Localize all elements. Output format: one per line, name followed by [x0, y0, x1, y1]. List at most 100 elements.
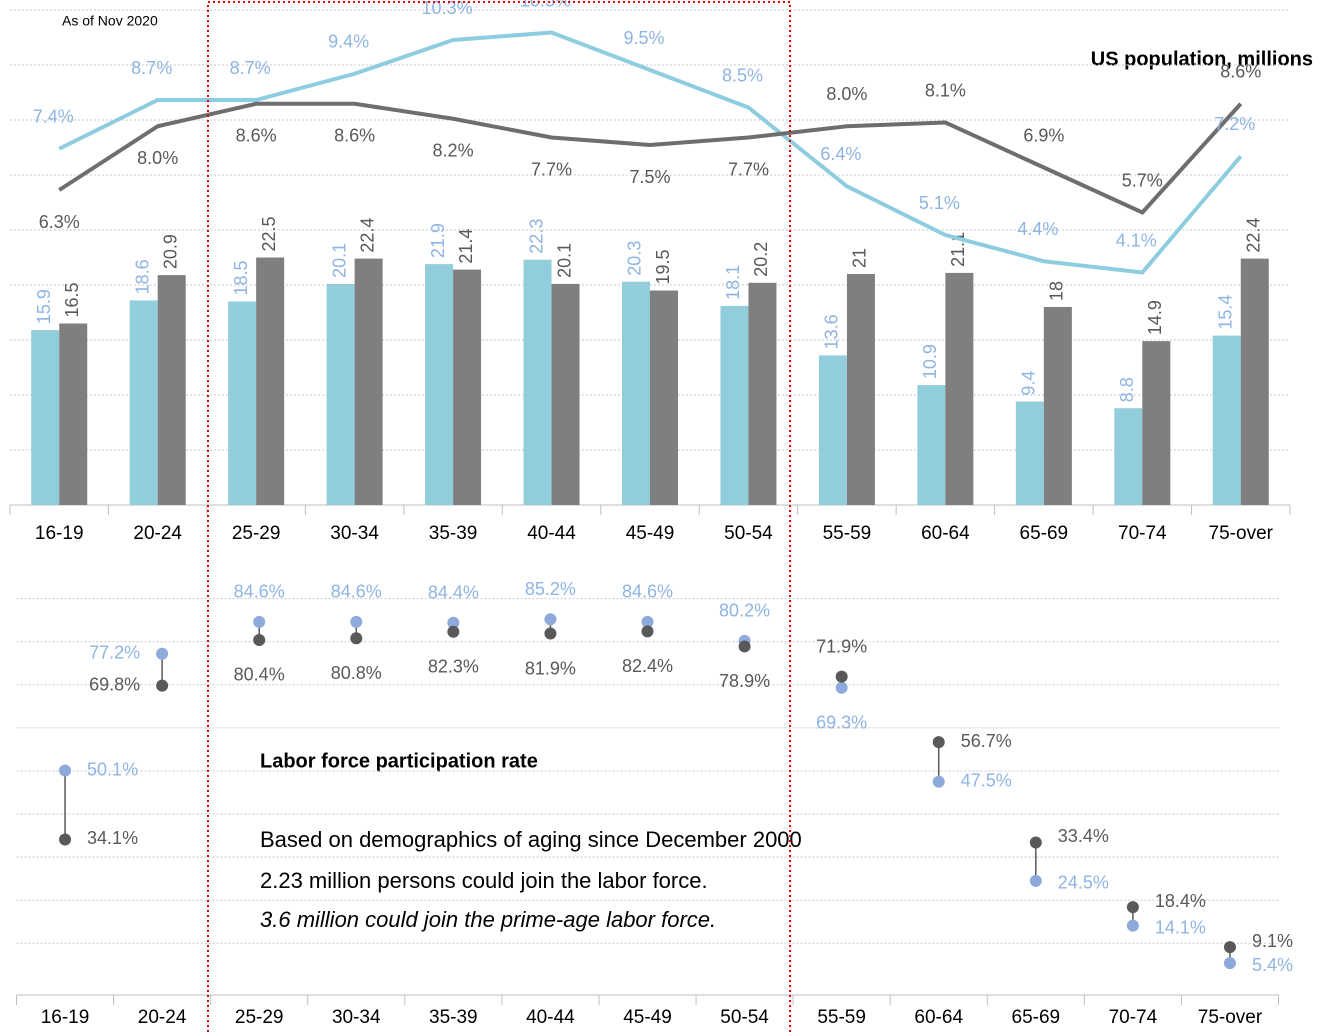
x-tick-label: 40-44: [526, 1007, 575, 1028]
bar: [129, 300, 158, 505]
line-value-label: 8.0%: [137, 148, 178, 168]
bar-value-label: 9.4: [1019, 371, 1039, 396]
bar-value-label: 15.4: [1216, 295, 1236, 330]
dot: [835, 670, 848, 683]
x-tick-label: 30-34: [332, 1007, 381, 1028]
line-value-label: 10.5%: [520, 0, 571, 10]
bar-value-label: 22.4: [1244, 218, 1264, 253]
dot-value-label: 69.8%: [89, 674, 140, 694]
dot-value-label: 47.5%: [961, 770, 1012, 790]
line-value-label: 6.9%: [1023, 125, 1064, 145]
dot-value-label: 82.4%: [622, 656, 673, 676]
line: [58, 30, 1243, 275]
dot-value-label: 24.5%: [1058, 873, 1109, 893]
dot: [253, 633, 266, 646]
bar-value-label: 18.6: [132, 259, 152, 294]
x-tick-label: 50-54: [724, 523, 773, 544]
bar-value-label: 20.3: [625, 241, 645, 276]
chart-title: Labor force participation rate: [260, 750, 538, 772]
line-value-label: 8.0%: [826, 84, 867, 104]
dot-value-label: 69.3%: [816, 713, 867, 733]
dot: [544, 627, 557, 640]
x-tick-label: 70-74: [1109, 1007, 1158, 1028]
x-tick-label: 50-54: [720, 1007, 769, 1028]
dot: [59, 833, 72, 846]
bar-value-label: 22.4: [357, 218, 377, 253]
dot: [1223, 957, 1236, 970]
bar: [650, 290, 678, 505]
line-value-label: 4.1%: [1116, 230, 1157, 250]
note: Based on demographics of aging since Dec…: [260, 827, 802, 852]
bar-value-label: 20.1: [554, 243, 574, 278]
bar: [228, 301, 257, 505]
line-value-label: 5.7%: [1122, 170, 1163, 190]
line-value-label: 8.6%: [236, 126, 277, 146]
bar: [453, 269, 482, 505]
chart-title: US population, millions: [1091, 48, 1313, 70]
highlight-box: [207, 1, 791, 1032]
dot-value-label: 85.2%: [525, 579, 576, 599]
dot-value-label: 78.9%: [719, 671, 770, 691]
x-tick-label: 65-69: [1020, 523, 1069, 544]
bar: [354, 258, 383, 505]
dot: [59, 764, 72, 777]
bar: [846, 274, 875, 505]
x-tick-label: 70-74: [1118, 523, 1167, 544]
line-value-label: 8.5%: [722, 65, 763, 85]
bar: [622, 281, 650, 505]
bar-value-label: 8.8: [1117, 377, 1137, 402]
x-tick-label: 20-24: [138, 1007, 187, 1028]
bar: [1212, 335, 1241, 505]
x-tick-label: 25-29: [235, 1007, 284, 1028]
bar: [945, 272, 974, 505]
bar-value-label: 20.1: [329, 243, 349, 278]
x-tick-label: 16-19: [35, 523, 84, 544]
dot-value-label: 9.1%: [1252, 931, 1293, 951]
dot: [253, 615, 266, 628]
bar-value-label: 16.5: [62, 282, 82, 317]
line: [58, 101, 1243, 215]
dot-value-label: 80.4%: [234, 665, 285, 685]
dot: [1126, 919, 1139, 932]
bar-value-label: 21.9: [428, 223, 448, 258]
line-value-label: 7.2%: [1214, 114, 1255, 134]
bar: [256, 257, 285, 505]
dot: [156, 679, 169, 692]
x-tick-label: 75-over: [1198, 1007, 1263, 1028]
line-value-label: 8.1%: [925, 80, 966, 100]
line-value-label: 8.2%: [433, 141, 474, 161]
bar: [31, 330, 60, 505]
bar: [157, 275, 186, 505]
dot-value-label: 80.8%: [331, 663, 382, 683]
dot-value-label: 5.4%: [1252, 955, 1293, 975]
x-tick-label: 25-29: [232, 523, 281, 544]
bar: [551, 283, 580, 505]
dot-value-label: 71.9%: [816, 636, 867, 656]
line-value-label: 4.4%: [1017, 219, 1058, 239]
dot: [1029, 874, 1042, 887]
x-tick-label: 20-24: [133, 523, 182, 544]
dot-value-label: 82.3%: [428, 657, 479, 677]
dot-value-label: 50.1%: [87, 759, 138, 779]
chart-subtitle: As of Nov 2020: [62, 13, 158, 29]
note: 2.23 million persons could join the labo…: [260, 868, 708, 893]
bar-value-label: 18: [1047, 281, 1067, 301]
line-value-label: 7.7%: [728, 159, 769, 179]
x-tick-label: 55-59: [817, 1007, 866, 1028]
dot: [447, 616, 460, 629]
line-value-label: 6.3%: [39, 212, 80, 232]
x-tick-label: 45-49: [623, 1007, 672, 1028]
dot: [932, 775, 945, 788]
line-value-label: 7.5%: [629, 167, 670, 187]
x-tick-label: 45-49: [626, 523, 675, 544]
line-value-label: 6.4%: [820, 144, 861, 164]
x-tick-label: 35-39: [429, 1007, 478, 1028]
dot: [1126, 901, 1139, 914]
dot-value-label: 18.4%: [1155, 891, 1206, 911]
dot-value-label: 81.9%: [525, 658, 576, 678]
bar: [59, 323, 88, 505]
dot: [932, 736, 945, 749]
bar: [1114, 408, 1143, 505]
bar-value-label: 20.9: [160, 234, 180, 269]
x-tick-label: 40-44: [527, 523, 576, 544]
